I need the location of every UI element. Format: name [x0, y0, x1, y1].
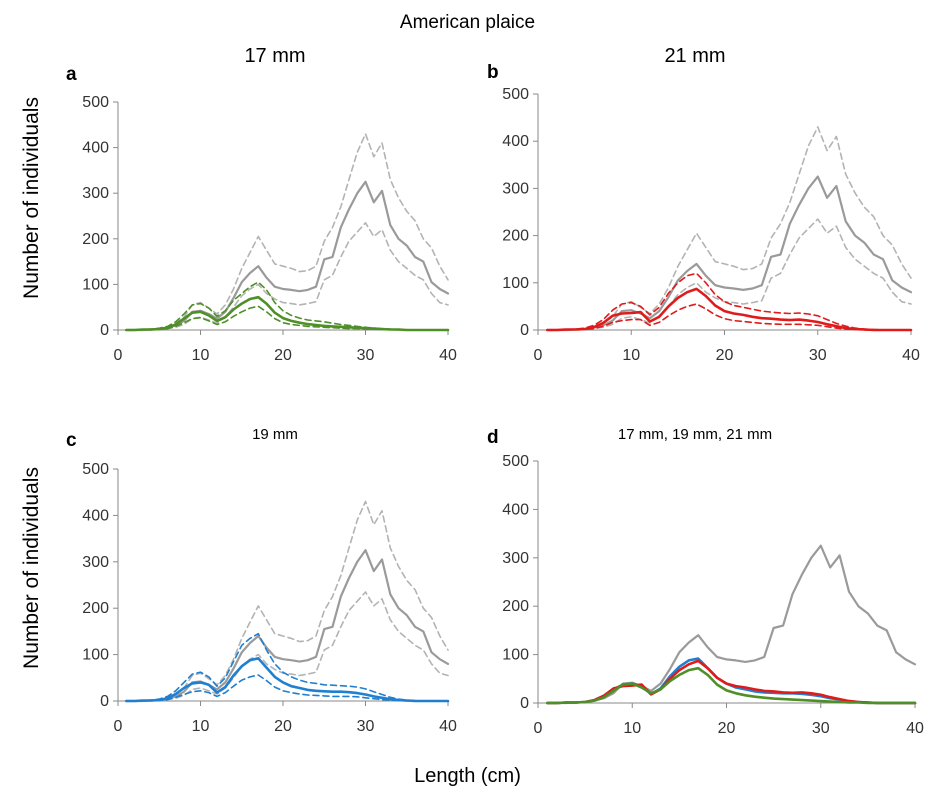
y-tick-label: 200 — [82, 231, 109, 248]
chart-panel-c: 0 100 200 300 400 500 0 10 20 30 40 — [82, 461, 457, 735]
x-tick-label: 40 — [906, 720, 924, 737]
series-line-upper — [125, 632, 449, 702]
y-tick-label: 400 — [82, 140, 109, 157]
series-line-lower — [125, 305, 449, 331]
series-line-lower — [125, 674, 449, 702]
y-tick-label: 500 — [502, 86, 529, 103]
y-tick-label: 200 — [502, 228, 529, 245]
series-line-reference_upper — [125, 133, 449, 331]
panel-a-title: 17 mm — [244, 45, 306, 67]
y-tick-label: 100 — [502, 275, 529, 292]
series-line-reference_lower — [546, 218, 912, 331]
x-tick-label: 10 — [192, 347, 210, 364]
chart-panel-a: 0 100 200 300 400 500 0 10 20 30 40 — [82, 94, 457, 364]
y-tick-label: 300 — [502, 550, 529, 567]
x-tick-label: 30 — [357, 718, 375, 735]
y-tick-label: 400 — [502, 501, 529, 518]
y-tick-label: 200 — [502, 598, 529, 615]
series-line-mean — [125, 657, 450, 703]
series-line-reference — [546, 175, 913, 332]
series-line-reference_upper — [125, 500, 449, 702]
series-line-reference_upper — [546, 126, 912, 331]
panel-d-letter: d — [487, 427, 499, 448]
x-tick-label: 30 — [357, 347, 375, 364]
x-tick-label: 40 — [439, 347, 457, 364]
x-tick-label: 10 — [622, 347, 640, 364]
y-tick-label: 0 — [520, 695, 529, 712]
panel-b-title: 21 mm — [664, 45, 726, 67]
x-tick-label: 20 — [716, 347, 734, 364]
y-tick-label: 200 — [82, 600, 109, 617]
y-tick-label: 100 — [82, 647, 109, 664]
series-line-reference_lower — [125, 222, 449, 331]
y-tick-label: 500 — [82, 461, 109, 478]
y-tick-label: 500 — [502, 453, 529, 470]
x-tick-label: 0 — [114, 347, 123, 364]
y-tick-label: 0 — [100, 693, 109, 710]
x-tick-label: 30 — [809, 347, 827, 364]
y-tick-label: 0 — [100, 322, 109, 339]
x-tick-label: 10 — [623, 720, 641, 737]
series-line-reference — [125, 549, 450, 703]
x-tick-label: 0 — [114, 718, 123, 735]
y-tick-label: 300 — [82, 554, 109, 571]
x-tick-label: 30 — [812, 720, 830, 737]
y-axis-label-bottom: Number of individuals — [20, 467, 43, 669]
panel-c-letter: c — [66, 430, 77, 451]
panel-c-title: 19 mm — [252, 426, 298, 443]
x-tick-label: 0 — [534, 347, 543, 364]
x-tick-label: 10 — [192, 718, 210, 735]
y-tick-label: 0 — [520, 322, 529, 339]
y-axis-label-top: Number of individuals — [20, 97, 43, 299]
series-line-lower — [546, 303, 912, 331]
y-tick-label: 100 — [82, 276, 109, 293]
chart-panel-d: 0 100 200 300 400 500 0 10 20 30 40 — [502, 453, 924, 737]
y-tick-label: 400 — [502, 133, 529, 150]
series-line-reference — [125, 180, 450, 332]
x-axis-label: Length (cm) — [414, 765, 521, 787]
panel-b-letter: b — [487, 62, 499, 83]
series-line-17mm — [546, 666, 917, 705]
x-tick-label: 40 — [902, 347, 920, 364]
panel-d-title: 17 mm, 19 mm, 21 mm — [617, 426, 773, 443]
x-tick-label: 40 — [439, 718, 457, 735]
x-tick-label: 20 — [718, 720, 736, 737]
series-line-upper — [546, 272, 912, 331]
series-line-reference_lower — [125, 591, 449, 702]
figure-title: American plaice — [399, 12, 536, 33]
y-tick-label: 500 — [82, 94, 109, 111]
series-line-reference — [546, 544, 917, 705]
chart-panel-b: 0 100 200 300 400 500 0 10 20 30 40 — [502, 86, 920, 364]
y-tick-label: 400 — [82, 507, 109, 524]
x-tick-label: 0 — [534, 720, 543, 737]
y-tick-label: 300 — [502, 180, 529, 197]
panel-a-letter: a — [66, 64, 77, 85]
x-tick-label: 20 — [274, 718, 292, 735]
series-line-mean — [546, 287, 913, 332]
x-tick-label: 20 — [274, 347, 292, 364]
y-tick-label: 300 — [82, 185, 109, 202]
y-tick-label: 100 — [502, 647, 529, 664]
